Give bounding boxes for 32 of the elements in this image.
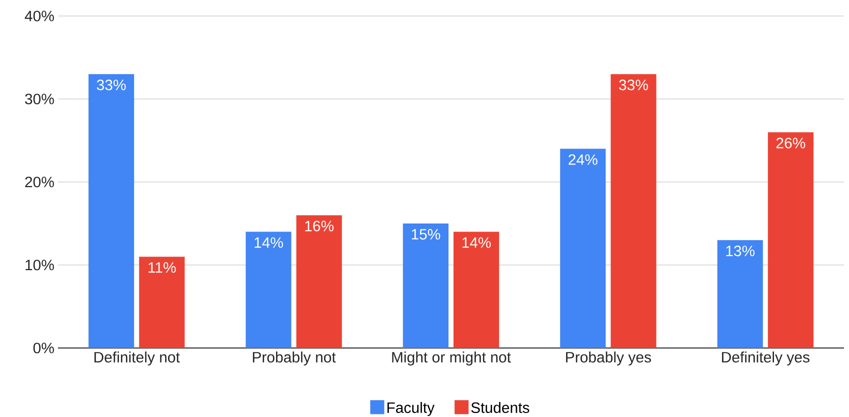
x-tick-label: Probably not [252,352,336,366]
bar [560,148,606,348]
data-label: 33% [96,80,126,90]
y-tick-label: 20% [25,176,54,188]
x-tick-label: Definitely yes [722,352,810,366]
data-label: 16% [305,220,334,232]
y-tick-label: 10% [26,260,54,270]
bar [402,224,449,348]
legend-label: Students [471,402,530,413]
data-label: 14% [254,237,283,248]
x-tick-label: Definitely not [94,352,180,366]
bar [246,232,292,348]
data-label: 26% [776,138,806,148]
data-label: 13% [726,246,755,256]
x-tick-label: Might or might not [392,352,511,366]
bar [717,240,763,348]
y-tick-label: 40% [24,10,54,22]
data-label: 11% [148,262,176,273]
bar [139,256,185,348]
data-label: 33% [619,80,648,90]
bar [296,215,342,348]
data-label: 24% [568,154,598,165]
data-label: 15% [412,229,440,240]
y-tick-label: 30% [25,94,54,104]
bar [768,132,814,348]
legend-label: Faculty [387,402,435,416]
bar [88,74,134,348]
data-label: 14% [462,237,491,248]
y-tick-label: 0% [33,342,54,354]
bar [610,74,656,348]
bar [454,232,500,348]
x-tick-label: Probably yes [566,352,651,366]
